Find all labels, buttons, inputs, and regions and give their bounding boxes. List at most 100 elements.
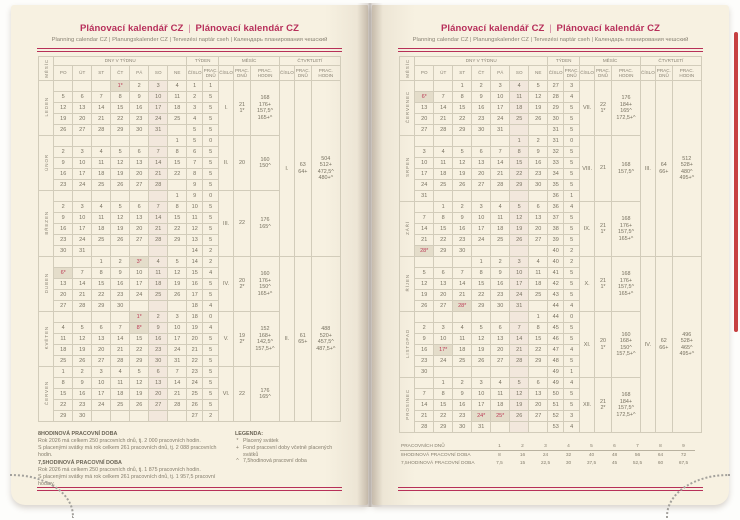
week-number-cell: 18 [186,300,204,312]
day-cell: 11 [91,157,112,169]
legend-text: 7,5hodinová pracovní doba [242,458,307,465]
day-cell: 29 [433,245,454,257]
day-cell: 4 [528,256,549,268]
week-workdays-cell: 5 [563,333,581,345]
day-cell: 10 [509,267,530,279]
day-cell: 20 [471,168,492,180]
week-workdays-cell: 0 [202,135,220,147]
day-cell: 17 [471,399,492,411]
day-cell: 27 [72,124,93,136]
month-label: ZÁŘÍ [399,201,416,257]
day-cell: 6 [471,146,492,158]
month-number-cell: IV. [218,256,234,312]
week-workdays-cell: 2 [202,410,220,422]
day-cell: 3 [471,201,492,213]
day-col-header: SO [148,65,169,81]
day-cell: 18 [490,223,511,235]
day-cell: 16 [414,344,435,356]
day-cell: 10 [72,157,93,169]
hours-value-cell: 9 [672,442,695,451]
day-cell: 16 [490,278,511,290]
day-cell: 9 [414,333,435,345]
day-cell [167,124,188,136]
day-cell [414,135,435,147]
week-number-cell: 9 [186,179,204,191]
cell-line: 512 [682,155,692,162]
week-workdays-cell: 5 [202,234,220,246]
day-cell: 2 [148,311,169,323]
month-number-cell: I. [218,80,234,136]
day-cell [433,311,454,323]
day-cell: 8* [129,322,150,334]
week-number-cell: 50 [547,388,565,400]
day-cell: 18 [167,102,188,114]
day-cell [490,135,511,147]
month-number-cell: III. [218,190,234,257]
day-cell: 27 [91,355,112,367]
day-cell: 19 [53,113,74,125]
hours-value-cell: 8 [649,442,672,451]
week-workdays-cell: 4 [563,91,581,103]
day-cell [148,135,169,147]
col-header: ČÍSLO [218,65,234,81]
day-cell: 29 [110,124,131,136]
week-workdays-cell: 5 [202,377,220,389]
day-cell: 1* [110,80,131,92]
cell-line: 528+ [680,338,693,344]
cell-line: 157,5^ [617,229,635,235]
cell-line: 176+ [258,277,272,284]
month-hours-cell: 168 176+ 157,5^ 165+^ [250,80,280,136]
cell-line: 157,5^ [617,168,635,175]
day-cell: 31 [167,355,188,367]
day-cell [433,256,454,268]
day-cell: 8 [433,212,454,224]
legend-item: + Fond pracovní doby včetně placených sv… [235,445,341,459]
day-cell: 15 [452,102,473,114]
day-cell: 30 [110,300,131,312]
col-header: PRAC. DNŮ [233,65,251,81]
week-number-cell: 29 [547,102,565,114]
week-workdays-cell: 5 [202,212,220,224]
week-workdays-cell: 5 [202,388,220,400]
day-cell: 28 [148,234,169,246]
cell-line: 480^ [681,168,693,175]
day-cell: 7 [148,201,169,213]
quarter-number-cell: IV. [640,256,656,433]
day-cell: 6 [129,146,150,158]
week-number-cell: 31 [547,124,565,136]
day-cell: 23 [129,113,150,125]
planning-table: MĚSÍC DNY V TÝDNU TÝDEN MĚSÍC ČTVRTLETÍ PO ÚT S… [399,56,702,433]
hours-value-cell: 64 [657,452,664,458]
day-cell: 18 [490,399,511,411]
day-cell: 17 [72,168,93,180]
day-cell: 12 [53,102,74,114]
day-cell: 13 [129,157,150,169]
day-cell: 13 [148,377,169,389]
day-cell: 2 [452,377,473,389]
day-col-header: PÁ [490,65,511,81]
cell-line: 22 [600,101,606,108]
day-cell: 27 [53,300,74,312]
col-header: ČÍSLO [186,65,204,81]
cell-line: 21 [239,101,245,108]
week-number-cell: 34 [547,168,565,180]
day-cell [471,245,492,257]
day-cell: 15 [167,157,188,169]
day-cell: 11 [53,333,74,345]
day-cell: 5 [53,91,74,103]
day-cell: 23 [148,344,169,356]
week-workdays-cell: 5 [563,113,581,125]
week-number-cell: 21 [186,344,204,356]
week-number-cell: 49 [547,366,565,378]
day-cell: 1 [452,80,473,92]
hours-value-cell: 6 [603,442,626,451]
day-cell [72,80,93,92]
day-cell: 11 [452,333,473,345]
day-cell: 23 [72,399,93,411]
hours-reference-table: PRACOVNÍCH DNŮ 1 2 3 4 5 6 7 8 9 8HODINOVÁ PRACOVN… [400,442,695,467]
worktime-heading-8h: 8HODINOVÁ PRACOVNÍ DOBA [38,431,118,437]
week-workdays-cell: 5 [563,388,581,400]
week-workdays-cell: 5 [563,179,581,191]
day-cell [91,135,112,147]
day-cell [53,311,74,323]
